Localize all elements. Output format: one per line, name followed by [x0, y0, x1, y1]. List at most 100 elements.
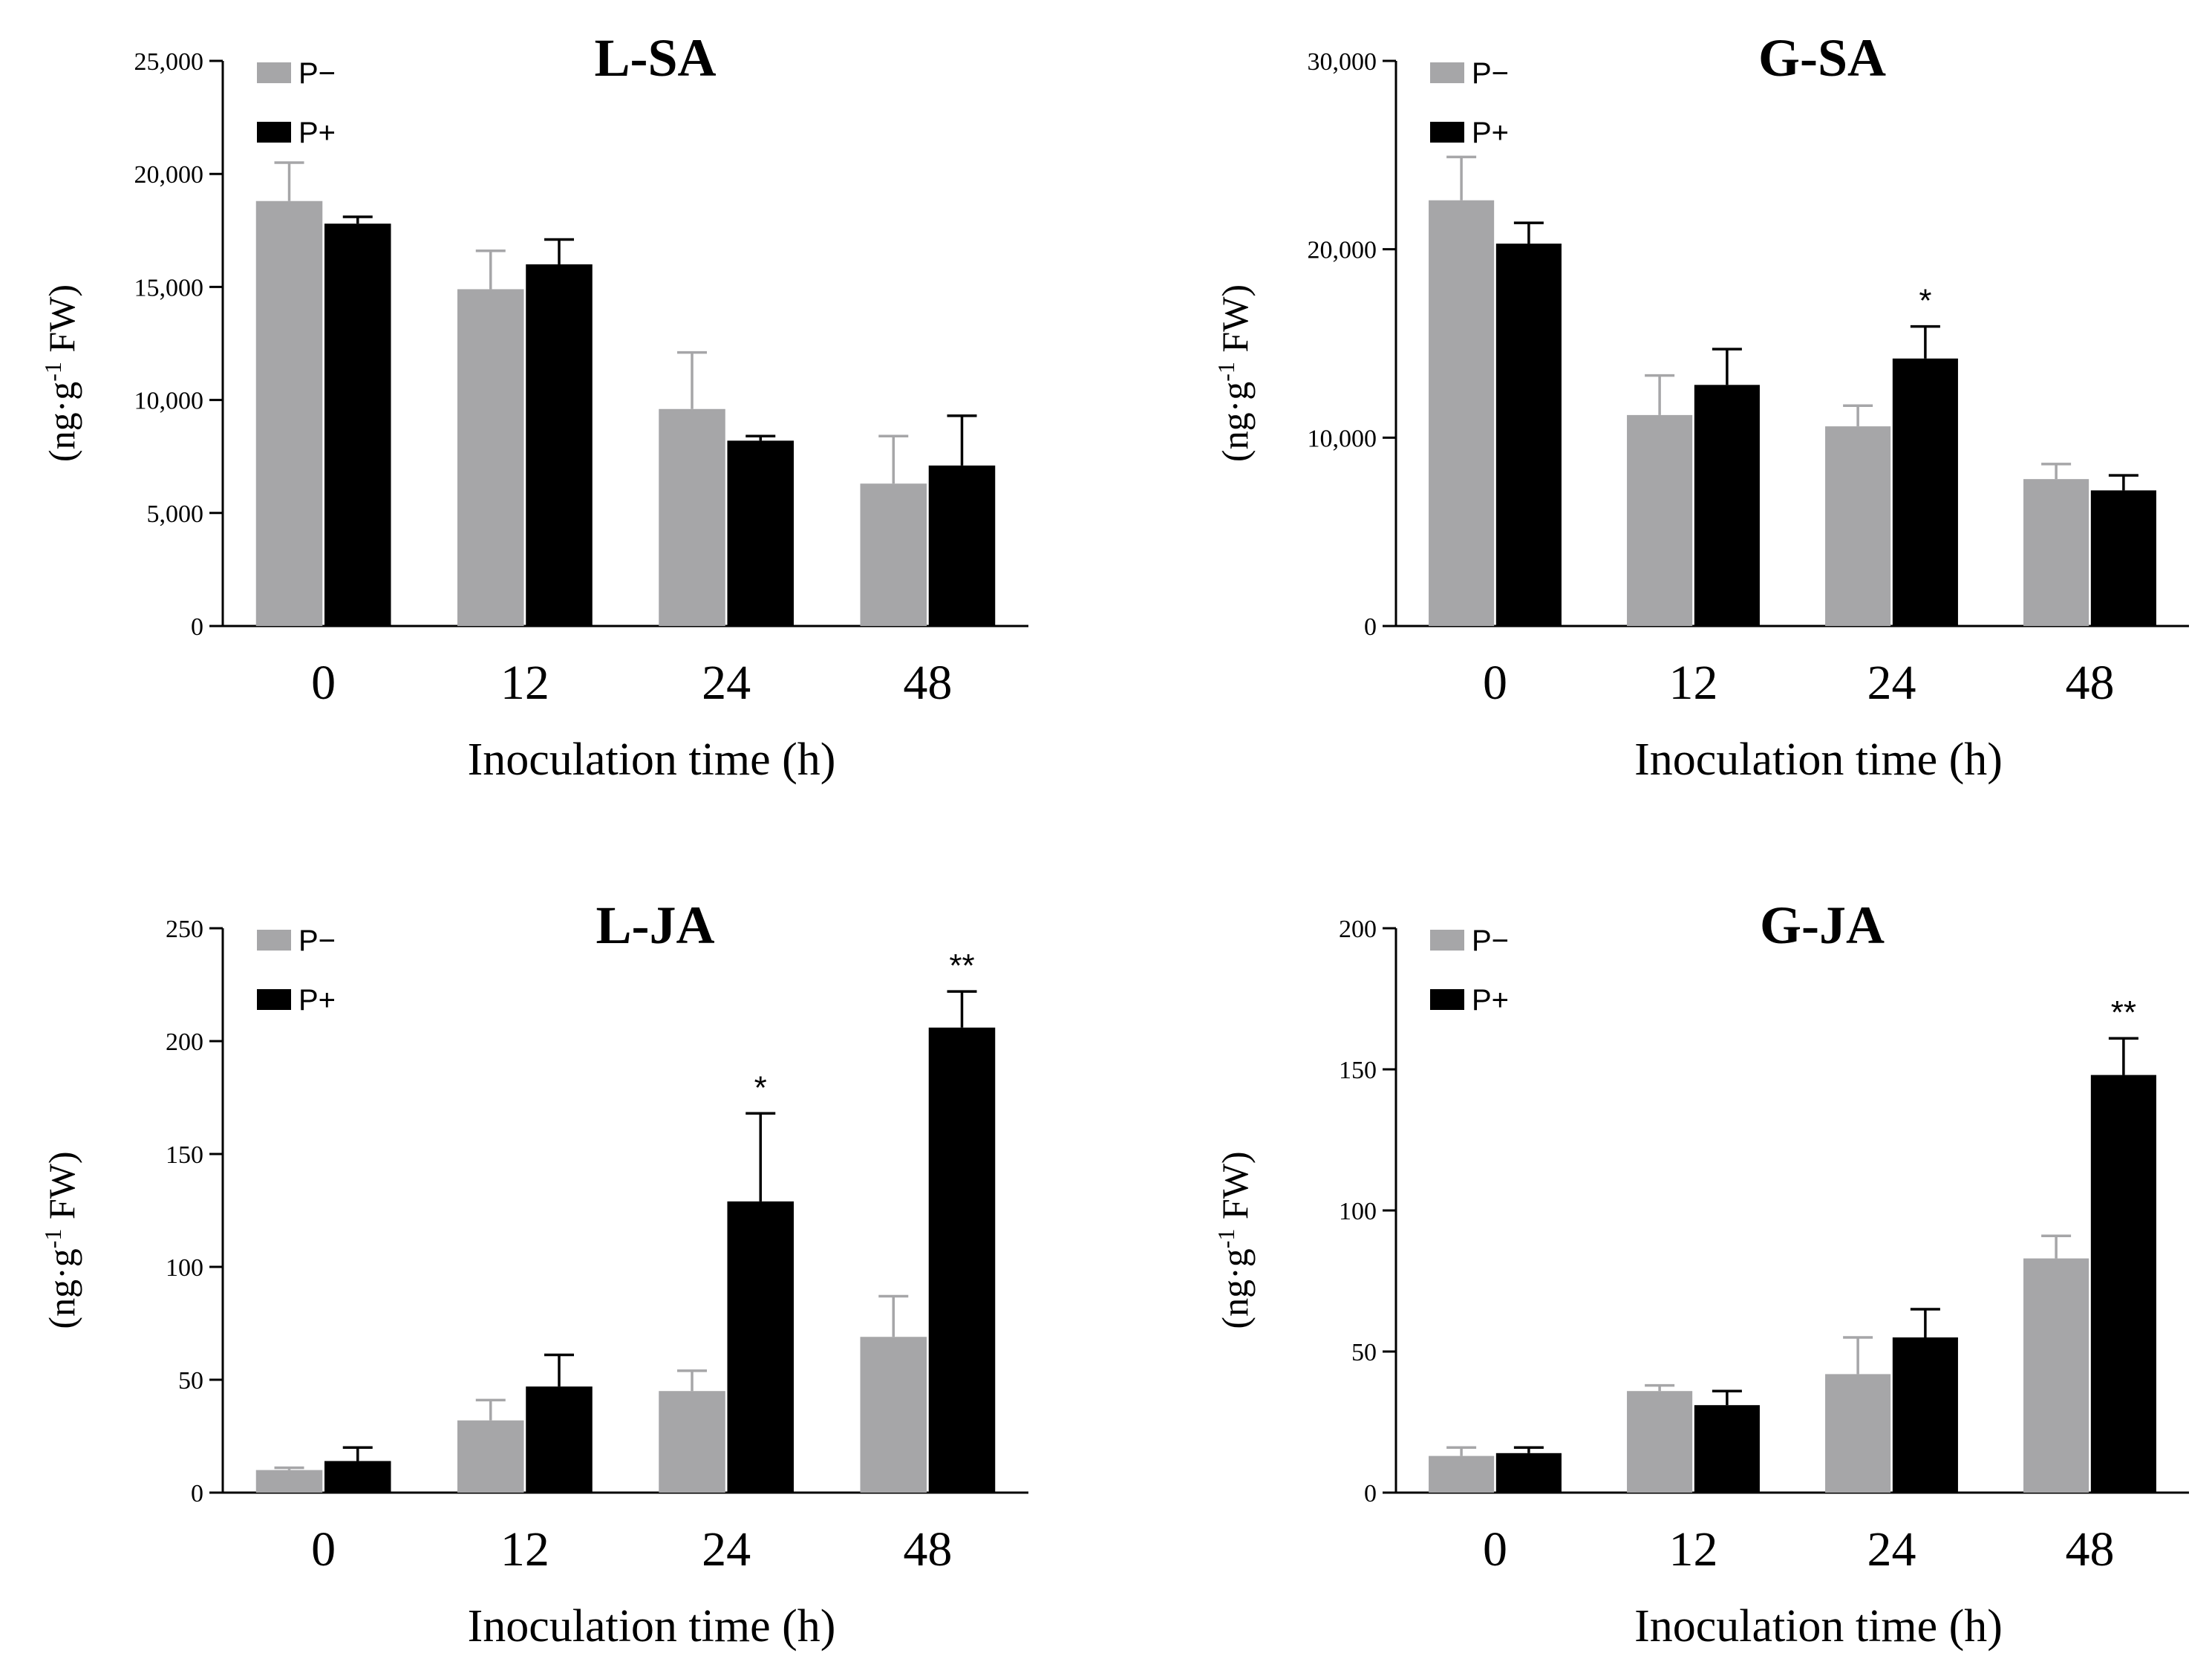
legend-label: P+ — [298, 117, 336, 149]
y-axis-title-superscript: -1 — [1213, 1229, 1239, 1249]
x-tick-label: 0 — [311, 1522, 336, 1577]
legend-label: P+ — [1472, 117, 1509, 149]
bar-p-minus-12 — [457, 289, 524, 626]
bar-p-plus-48 — [2090, 490, 2156, 626]
chart-title: L-SA — [594, 28, 716, 88]
significance-marker: ** — [949, 948, 974, 984]
bar-p-minus-48 — [860, 1337, 927, 1493]
x-tick-label: 0 — [311, 656, 336, 710]
y-tick-label: 150 — [166, 1141, 203, 1169]
x-axis-title: Inoculation time (h) — [468, 734, 836, 785]
significance-marker: * — [1919, 283, 1931, 319]
y-tick-label: 10,000 — [134, 388, 204, 415]
y-axis-title-main: (ng·g — [1214, 1248, 1256, 1329]
bar-p-minus-0 — [255, 1470, 323, 1493]
y-axis-title-superscript: -1 — [39, 1229, 66, 1249]
chart-title: L-JA — [596, 896, 715, 955]
y-tick-label: 0 — [1364, 613, 1377, 641]
y-tick-label: 10,000 — [1308, 425, 1377, 452]
x-tick-label: 12 — [1669, 656, 1718, 710]
y-axis-title: (ng·g-1 FW) — [1213, 1151, 1256, 1329]
y-tick-label: 20,000 — [134, 161, 204, 189]
legend-label: P− — [298, 57, 336, 90]
bar-p-plus-48 — [928, 1027, 996, 1493]
y-tick-label: 0 — [191, 613, 203, 641]
y-axis-title-superscript: -1 — [1213, 362, 1239, 382]
y-tick-label: 30,000 — [1308, 48, 1377, 76]
y-axis-title: (ng·g-1 FW) — [1213, 284, 1256, 462]
y-tick-label: 200 — [1339, 916, 1377, 943]
bar-p-plus-12 — [526, 1386, 593, 1493]
x-tick-label: 24 — [1867, 1522, 1916, 1577]
x-tick-label: 48 — [2066, 656, 2115, 710]
legend-label: P+ — [1472, 984, 1509, 1017]
y-tick-label: 15,000 — [134, 274, 204, 301]
bar-p-minus-24 — [1825, 426, 1891, 626]
bar-p-plus-48 — [2090, 1075, 2156, 1493]
y-axis-title-unit: FW) — [1214, 284, 1256, 362]
y-tick-label: 200 — [166, 1029, 203, 1056]
bar-p-minus-0 — [1429, 200, 1495, 626]
significance-marker: ** — [2111, 994, 2136, 1031]
x-axis-title: Inoculation time (h) — [468, 1601, 836, 1652]
bar-p-minus-48 — [2023, 1258, 2089, 1493]
chart-panel-lsa: 0 5,000 10,000 15,000 20,000 25,000 0 12 24 48 L-S… — [39, 28, 1028, 785]
x-tick-label: 24 — [702, 1522, 751, 1577]
x-tick-label: 48 — [903, 656, 952, 710]
y-axis-title-main: (ng·g — [41, 1248, 82, 1329]
bar-p-minus-12 — [1627, 1391, 1693, 1493]
legend-label: P− — [1472, 925, 1509, 957]
legend-label: P− — [1472, 57, 1509, 90]
legend-label: P− — [298, 925, 336, 957]
bar-p-plus-0 — [1495, 244, 1562, 627]
y-tick-label: 0 — [191, 1480, 203, 1507]
x-axis-title: Inoculation time (h) — [1634, 1601, 2003, 1652]
bar-p-minus-48 — [860, 483, 927, 626]
bar-p-plus-12 — [526, 264, 593, 626]
legend-swatch-p-plus — [1430, 122, 1464, 143]
x-tick-label: 24 — [1867, 656, 1916, 710]
y-tick-label: 250 — [166, 916, 203, 943]
bar-p-minus-0 — [1429, 1455, 1495, 1493]
y-tick-label: 20,000 — [1308, 237, 1377, 264]
chart-title: G-SA — [1758, 28, 1886, 88]
x-axis-title: Inoculation time (h) — [1634, 734, 2003, 785]
legend-label: P+ — [298, 984, 336, 1017]
bar-p-plus-0 — [324, 1461, 391, 1493]
y-axis-title: (ng·g-1 FW) — [39, 284, 82, 462]
legend-swatch-p-plus — [257, 122, 291, 143]
chart-panel-gja: 0 50 100 150 200 0 12 24 48 ** G-JA Inoculation tim… — [1213, 896, 2189, 1652]
bar-p-plus-0 — [324, 224, 391, 627]
x-tick-label: 24 — [702, 656, 751, 710]
bar-p-plus-0 — [1495, 1453, 1562, 1493]
x-tick-label: 0 — [1483, 1522, 1507, 1577]
y-axis-title-unit: FW) — [41, 1151, 82, 1228]
legend-swatch-p-plus — [1430, 989, 1464, 1010]
bar-p-plus-12 — [1694, 385, 1760, 626]
y-axis-title-main: (ng·g — [41, 382, 82, 462]
y-axis-title: (ng·g-1 FW) — [39, 1151, 82, 1329]
y-axis-title-unit: FW) — [1214, 1151, 1256, 1228]
bar-p-plus-12 — [1694, 1405, 1760, 1493]
chart-title: G-JA — [1760, 896, 1885, 955]
bar-p-minus-24 — [1825, 1374, 1891, 1493]
legend-swatch-p-minus — [257, 930, 291, 951]
bar-p-minus-24 — [659, 1391, 725, 1493]
legend-swatch-p-minus — [1430, 930, 1464, 951]
y-tick-label: 50 — [178, 1367, 203, 1395]
y-tick-label: 50 — [1351, 1339, 1377, 1366]
x-tick-label: 48 — [2066, 1522, 2115, 1577]
bar-p-plus-24 — [1892, 1337, 1958, 1493]
bar-p-minus-24 — [659, 408, 725, 626]
bar-p-plus-24 — [1892, 358, 1958, 626]
bar-p-plus-48 — [928, 465, 996, 626]
y-tick-label: 100 — [1339, 1198, 1377, 1225]
bar-p-minus-48 — [2023, 479, 2089, 626]
y-axis-title-main: (ng·g — [1214, 382, 1256, 462]
bar-p-plus-24 — [727, 440, 794, 626]
x-tick-label: 12 — [500, 656, 549, 710]
legend-swatch-p-plus — [257, 989, 291, 1010]
bar-p-minus-0 — [255, 201, 323, 626]
